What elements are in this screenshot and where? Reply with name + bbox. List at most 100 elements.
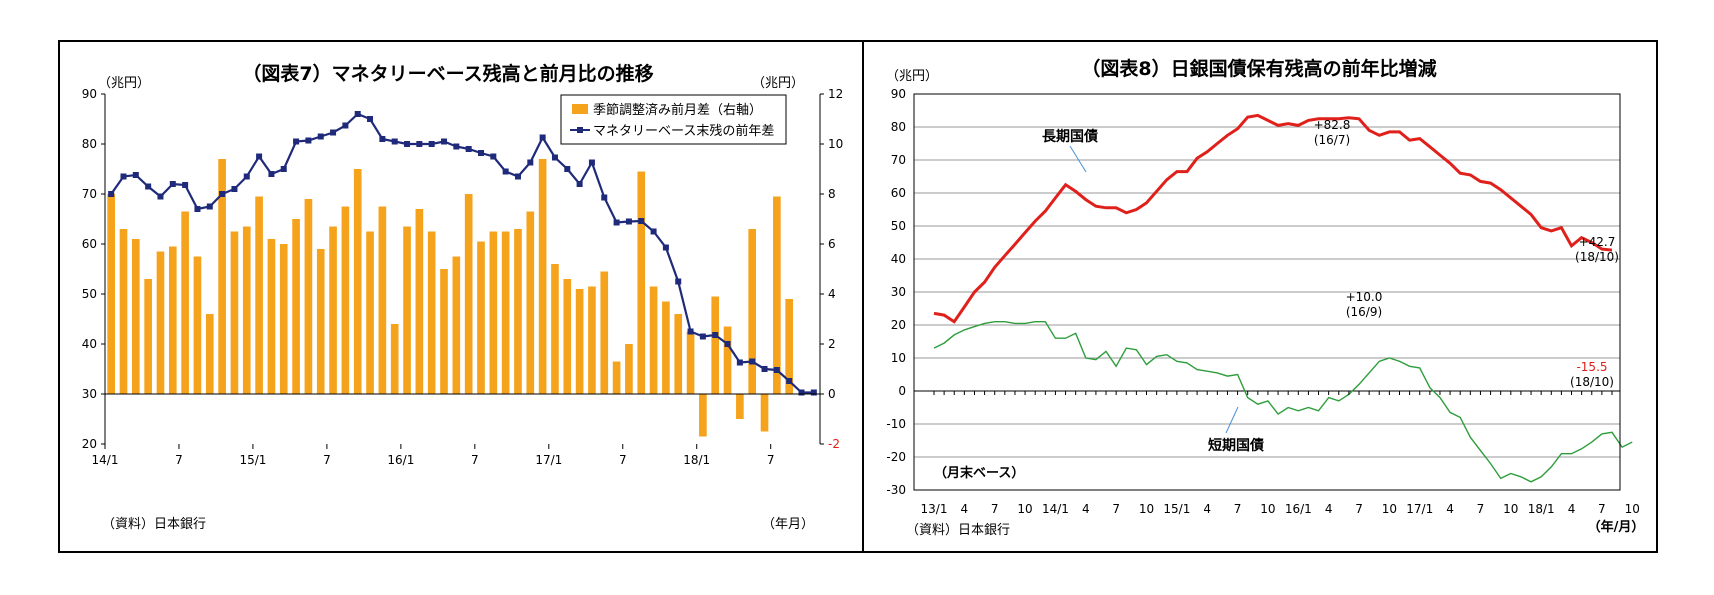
x-tick-label: 7 xyxy=(1112,502,1120,516)
long-end-value: +42.7 xyxy=(1579,235,1616,249)
line-marker xyxy=(194,206,201,212)
bar xyxy=(723,326,732,394)
y-right-tick-label: 6 xyxy=(828,237,836,251)
y-tick-label: -20 xyxy=(886,450,906,464)
bar xyxy=(156,251,165,394)
legend-line-label: マネタリーベース末残の前年差 xyxy=(593,123,774,139)
y-left-unit-label: （兆円） xyxy=(98,76,150,91)
x-tick-label: 18/1 xyxy=(683,453,710,467)
line-marker xyxy=(280,166,287,172)
bar xyxy=(218,159,226,394)
x-tick-label: 4 xyxy=(1568,502,1576,516)
bar xyxy=(575,289,584,394)
bar xyxy=(304,199,313,394)
x-tick-label: 10 xyxy=(1260,502,1275,516)
line-marker xyxy=(391,138,398,145)
bar xyxy=(538,159,547,394)
x-tick-label: 7 xyxy=(323,453,331,467)
line-marker xyxy=(650,228,657,235)
short-term-label: 短期国債 xyxy=(1208,437,1264,454)
line-marker xyxy=(428,141,435,147)
line-marker xyxy=(354,111,361,117)
line-marker xyxy=(638,218,645,224)
bar xyxy=(736,394,744,419)
short-term-jgb-line xyxy=(933,321,1633,483)
short-end-value: -15.5 xyxy=(1576,360,1607,374)
bar xyxy=(563,279,572,394)
bar xyxy=(551,264,559,394)
long-end-date: (18/10) xyxy=(1575,250,1619,264)
line-marker xyxy=(120,173,127,180)
bar xyxy=(699,394,707,437)
x-tick-label: 7 xyxy=(1234,502,1242,516)
x-tick-label: 7 xyxy=(1598,502,1606,516)
line-marker xyxy=(613,219,620,226)
line-marker xyxy=(145,183,152,190)
bar xyxy=(168,246,177,394)
x-tick-label: 10 xyxy=(1625,502,1640,516)
x-tick-label: 16/1 xyxy=(1285,502,1312,516)
bar xyxy=(242,226,251,394)
bar xyxy=(144,279,152,394)
bar xyxy=(711,296,720,394)
line-marker xyxy=(293,138,300,145)
line-marker xyxy=(416,141,423,147)
line-marker xyxy=(601,194,608,201)
y-right-tick-label: 10 xyxy=(828,137,843,151)
chart-panel-monetary-base: （図表7）マネタリーベース残高と前月比の推移 （兆円） （兆円） （年月） （資… xyxy=(58,40,864,553)
x-tick-label: 7 xyxy=(619,453,627,467)
bar xyxy=(649,286,658,394)
x-unit-label: （年月） xyxy=(762,517,814,532)
line-marker xyxy=(157,193,164,200)
line-marker xyxy=(625,218,632,225)
x-tick-label: 7 xyxy=(175,453,183,467)
long-term-jgb-line xyxy=(933,113,1613,324)
line-marker xyxy=(798,389,805,396)
line-marker xyxy=(514,173,521,180)
x-tick-label: 17/1 xyxy=(1406,502,1433,516)
x-tick-label: 7 xyxy=(991,502,999,516)
line-marker xyxy=(810,389,817,396)
y-tick-label: 60 xyxy=(891,186,906,200)
y-left-tick-label: 50 xyxy=(82,287,97,301)
bar xyxy=(501,231,510,394)
line-marker xyxy=(736,359,743,366)
bar xyxy=(181,211,189,394)
x-tick-label: 4 xyxy=(1325,502,1333,516)
y-tick-label: -10 xyxy=(886,417,906,431)
x-tick-label: 17/1 xyxy=(535,453,562,467)
line-marker xyxy=(527,159,534,166)
bar xyxy=(625,344,633,394)
x-tick-label: 4 xyxy=(1203,502,1211,516)
x-tick-label: 14/1 xyxy=(92,453,119,467)
line-marker xyxy=(490,153,497,160)
x-tick-label: 10 xyxy=(1139,502,1154,516)
y-left-tick-label: 20 xyxy=(82,437,97,451)
x-tick-label: 18/1 xyxy=(1528,502,1555,516)
y-right-tick-label: 0 xyxy=(828,387,836,401)
legend-bar-swatch xyxy=(572,104,588,114)
line-marker xyxy=(564,166,571,172)
chart-title: （図表7）マネタリーベース残高と前月比の推移 xyxy=(242,62,653,85)
line-marker xyxy=(169,181,176,187)
legend-line-marker xyxy=(577,127,583,133)
y-right-tick-label: 2 xyxy=(828,337,836,351)
bar xyxy=(255,196,263,394)
y-right-unit-label: （兆円） xyxy=(752,76,804,91)
annotations: 長期国債 短期国債 +82.8 (16/7) +42.7 (18/10) +10… xyxy=(1042,118,1619,454)
bar xyxy=(686,331,695,394)
bar xyxy=(612,361,621,394)
line-marker xyxy=(367,116,374,122)
x-tick-label: 15/1 xyxy=(1163,502,1190,516)
bar xyxy=(674,314,683,394)
line-marker xyxy=(404,141,411,147)
x-tick-label: 10 xyxy=(1017,502,1032,516)
bar xyxy=(773,196,781,394)
line-marker xyxy=(539,134,546,141)
line-marker xyxy=(219,191,226,197)
source-note: （資料）日本銀行 xyxy=(906,523,1010,538)
bar xyxy=(119,229,128,394)
legend-bar-label: 季節調整済み前月差（右軸） xyxy=(593,102,762,118)
x-tick-label: 16/1 xyxy=(387,453,414,467)
bar xyxy=(205,314,214,394)
